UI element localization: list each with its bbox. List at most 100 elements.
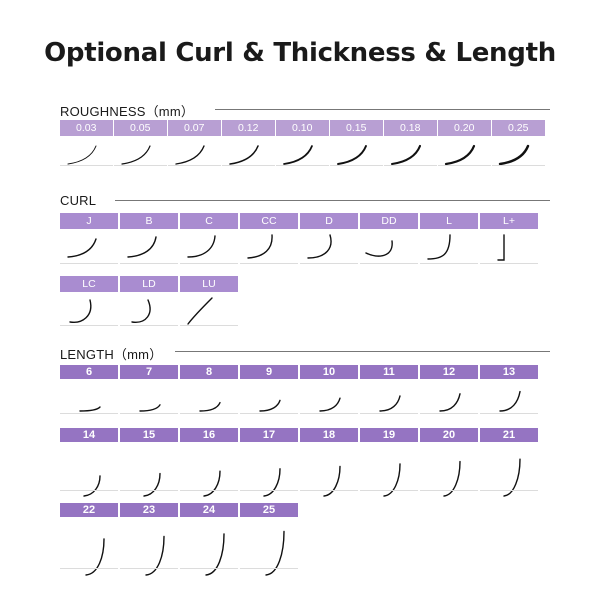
curl-item-label: D (300, 213, 358, 229)
length-item (60, 521, 118, 583)
roughness-item-label: 0.10 (276, 120, 329, 136)
curl-section-label: CURL (60, 193, 97, 208)
length-item (120, 383, 178, 423)
length-item-label: 22 (60, 503, 118, 517)
lash-curve-icon (427, 234, 451, 260)
curl-item (180, 294, 238, 328)
curl-item (60, 231, 118, 265)
length-item-label: 18 (300, 428, 358, 442)
curl-item-baseline (120, 325, 178, 326)
roughness-item (168, 138, 221, 170)
length-item-baseline (240, 413, 298, 414)
curl-item-label: LC (60, 276, 118, 292)
curl-item-baseline (300, 263, 358, 264)
curl-item (60, 294, 118, 328)
roughness-item-label: 0.20 (438, 120, 491, 136)
length-item (120, 446, 178, 506)
lash-curve-icon (145, 535, 165, 576)
roughness-item (114, 138, 167, 170)
curl-item (180, 231, 238, 265)
length-item-label: 14 (60, 428, 118, 442)
lash-curve-icon (503, 458, 521, 497)
length-item-label: 11 (360, 365, 418, 379)
roughness-item-baseline (438, 165, 491, 166)
curl-item (240, 231, 298, 265)
length-item-baseline (60, 490, 118, 491)
length-item (60, 446, 118, 506)
curl-item-label: J (60, 213, 118, 229)
length-item-baseline (120, 568, 178, 569)
roughness-item (384, 138, 437, 170)
lash-curve-icon (139, 404, 161, 412)
length-item (420, 446, 478, 506)
curl-item (120, 231, 178, 265)
curl-item-baseline (240, 263, 298, 264)
roughness-section-label: ROUGHNESS（mm） (60, 104, 195, 119)
lash-curve-icon (497, 234, 505, 261)
length-item-baseline (420, 490, 478, 491)
length-item-label: 24 (180, 503, 238, 517)
curl-item-label: L+ (480, 213, 538, 229)
lash-curve-icon (365, 240, 393, 257)
length-item-baseline (180, 568, 238, 569)
curl-item-label: B (120, 213, 178, 229)
lash-curve-icon (390, 144, 422, 166)
roughness-item-label: 0.05 (114, 120, 167, 136)
lash-curve-icon (199, 401, 221, 412)
lash-curve-icon (85, 538, 105, 576)
lash-curve-icon (323, 465, 341, 497)
length-item-label: 8 (180, 365, 238, 379)
length-item (300, 383, 358, 423)
length-item-label: 13 (480, 365, 538, 379)
length-item (240, 446, 298, 506)
length-item-baseline (480, 413, 538, 414)
curl-item-baseline (480, 263, 538, 264)
length-item-label: 25 (240, 503, 298, 517)
roughness-item (60, 138, 113, 170)
lash-curve-icon (319, 397, 341, 412)
roughness-item-label: 0.07 (168, 120, 221, 136)
length-item-baseline (60, 568, 118, 569)
roughness-item-baseline (276, 165, 329, 166)
curl-item-baseline (180, 263, 238, 264)
lash-curve-icon (187, 297, 213, 325)
roughness-item-baseline (114, 165, 167, 166)
roughness-divider (215, 109, 550, 110)
lash-curve-icon (307, 234, 332, 259)
length-item-label: 6 (60, 365, 118, 379)
length-item (180, 446, 238, 506)
length-item-baseline (300, 490, 358, 491)
lash-curve-icon (205, 533, 225, 576)
lash-curve-icon (263, 468, 281, 497)
lash-curve-icon (265, 530, 285, 576)
curl-item (420, 231, 478, 265)
length-item-label: 19 (360, 428, 418, 442)
length-item (360, 383, 418, 423)
length-item (60, 383, 118, 423)
length-divider (175, 351, 550, 352)
length-item-baseline (360, 490, 418, 491)
roughness-item-label: 0.15 (330, 120, 383, 136)
length-item-baseline (180, 490, 238, 491)
lash-curve-icon (229, 145, 259, 165)
length-item-label: 15 (120, 428, 178, 442)
lash-curve-icon (499, 390, 521, 412)
lash-curve-icon (67, 145, 97, 165)
page-title: Optional Curl & Thickness & Length (44, 38, 556, 68)
length-item-baseline (240, 490, 298, 491)
roughness-item-label: 0.12 (222, 120, 275, 136)
lash-curve-icon (175, 145, 205, 165)
length-item (360, 446, 418, 506)
length-item-label: 21 (480, 428, 538, 442)
curl-item (300, 231, 358, 265)
roughness-item (222, 138, 275, 170)
lash-curve-icon (79, 406, 101, 412)
curl-divider (115, 200, 550, 201)
length-item (420, 383, 478, 423)
curl-item-baseline (360, 263, 418, 264)
length-item (120, 521, 178, 583)
length-item-label: 7 (120, 365, 178, 379)
curl-item-label: CC (240, 213, 298, 229)
lash-curve-icon (498, 144, 530, 166)
length-item-baseline (480, 490, 538, 491)
